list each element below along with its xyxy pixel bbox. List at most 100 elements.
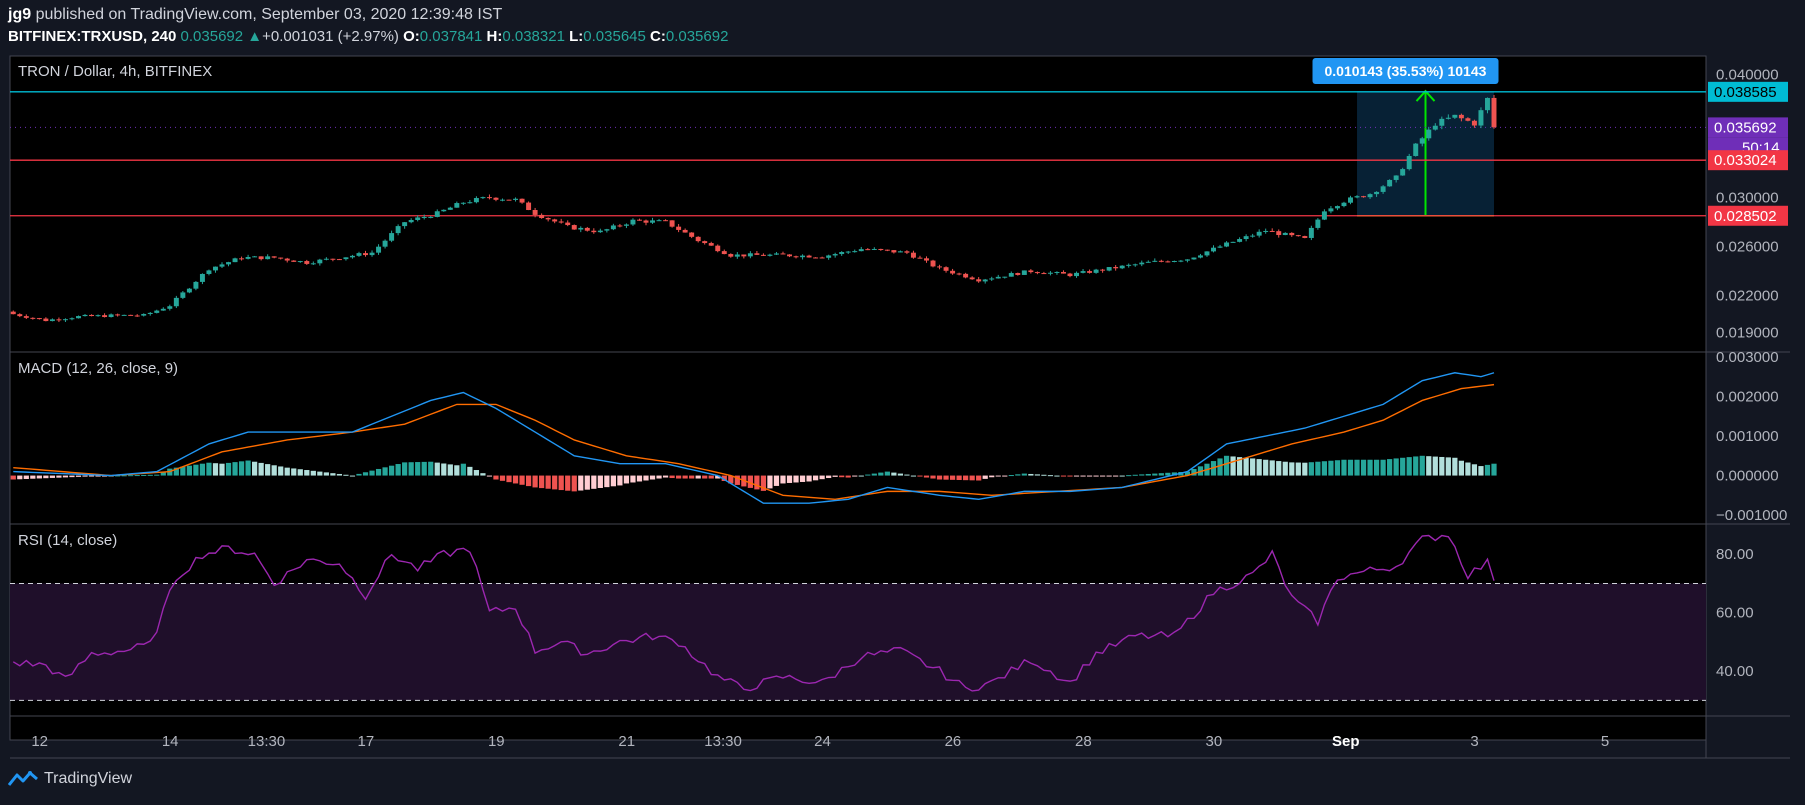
rsi-band (10, 583, 1706, 701)
close-label: C: (650, 28, 666, 45)
symbol-label[interactable]: BITFINEX:TRXUSD, 240 (8, 28, 177, 45)
signal-line (13, 383, 1495, 500)
last-price: 0.035692 (180, 28, 244, 45)
macd-histogram-bar (238, 461, 245, 476)
macd-histogram-bar (1054, 475, 1060, 477)
tradingview-brand[interactable]: TradingView (8, 770, 132, 788)
macd-histogram-bar (473, 470, 480, 476)
macd-histogram-bar (662, 475, 669, 478)
macd-histogram-bar (1354, 459, 1360, 476)
candle (982, 279, 988, 282)
candle (369, 252, 375, 256)
candle (108, 314, 114, 318)
macd-histogram-bar (897, 473, 904, 476)
macd-histogram-bar (323, 472, 329, 476)
macd-histogram-bar (199, 463, 206, 476)
time-axis-tick: 24 (814, 733, 831, 750)
macd-histogram-bar (728, 475, 734, 484)
macd-histogram-bar (1387, 459, 1393, 476)
candle (963, 273, 969, 278)
candle (636, 219, 642, 221)
macd-histogram-bar (649, 475, 656, 480)
macd-histogram-bar (1021, 473, 1027, 476)
price-axis-tick: 0.022000 (1716, 288, 1779, 305)
candle (1074, 272, 1080, 277)
macd-histogram-bar (1484, 464, 1491, 476)
macd-histogram-bar (1256, 459, 1262, 476)
macd-histogram-bar (173, 467, 179, 476)
macd-histogram-bar (493, 475, 499, 480)
candle (186, 288, 192, 293)
symbol-legend: BITFINEX:TRXUSD, 240 0.035692 ▲+0.001031… (8, 28, 728, 45)
candle (682, 229, 688, 233)
macd-histogram-bar (1426, 456, 1432, 476)
candle (1302, 236, 1308, 238)
macd-histogram-bar (1217, 458, 1223, 476)
candle (741, 254, 747, 257)
macd-histogram-bar (1289, 462, 1295, 476)
macd-histogram-bar (382, 467, 388, 476)
price-level-text: 0.033024 (1714, 152, 1777, 169)
macd-histogram-bar (36, 475, 42, 479)
macd-histogram-bar (408, 462, 414, 476)
candle (1204, 251, 1210, 256)
macd-histogram-bar (23, 475, 29, 479)
candle (865, 249, 871, 251)
macd-histogram-bar (1086, 475, 1093, 477)
candle (1341, 202, 1347, 207)
candle (617, 225, 623, 227)
macd-histogram-bar (1047, 475, 1054, 477)
candle (1126, 264, 1132, 266)
macd-histogram-bar (49, 475, 56, 478)
candle (610, 225, 616, 230)
candle (493, 197, 499, 200)
candle (1145, 261, 1151, 263)
candle (715, 245, 721, 252)
macd-histogram-bar (1380, 459, 1386, 476)
macd-histogram-bar (1321, 461, 1328, 476)
candle (1400, 169, 1406, 176)
candle (1321, 211, 1327, 220)
macd-histogram-bar (1282, 461, 1288, 476)
macd-histogram-bar (1458, 460, 1464, 476)
macd-histogram-bar (245, 460, 251, 476)
candle (265, 256, 271, 260)
macd-histogram-bar (1308, 462, 1314, 476)
candle (62, 319, 68, 321)
candle (871, 248, 877, 250)
candle (206, 270, 212, 274)
measure-label-text: 0.010143 (35.53%) 10143 (1325, 63, 1487, 79)
candle (199, 273, 205, 282)
candle (1054, 271, 1060, 273)
macd-histogram-bar (1439, 456, 1445, 476)
macd-histogram-bar (525, 475, 532, 487)
candle (160, 308, 166, 311)
macd-histogram-bar (421, 461, 427, 476)
macd-histogram-bar (734, 475, 740, 485)
macd-axis-tick: 0.000000 (1716, 468, 1779, 485)
macd-histogram-bar (258, 462, 264, 476)
macd-histogram-bar (923, 475, 930, 478)
candle (1308, 227, 1314, 238)
macd-histogram-bar (1139, 474, 1145, 476)
candle (180, 292, 186, 298)
macd-histogram-bar (989, 475, 995, 478)
candle (1289, 232, 1295, 236)
candle (69, 318, 75, 320)
candle (395, 226, 401, 234)
macd-histogram-bar (780, 475, 786, 484)
time-axis-tick: 28 (1075, 733, 1092, 750)
candle (897, 251, 903, 253)
price-pane-title: TRON / Dollar, 4h, BITFINEX (18, 63, 212, 80)
publisher-name[interactable]: jg9 (8, 6, 32, 23)
candle (454, 203, 460, 208)
macd-histogram-bar (539, 475, 545, 489)
time-axis-tick: 3 (1470, 733, 1478, 750)
macd-histogram-bar (1223, 455, 1230, 476)
macd-histogram-bar (1400, 457, 1406, 476)
candle (910, 252, 916, 258)
candle (441, 209, 447, 212)
candle (930, 260, 936, 267)
rsi-axis-tick: 60.00 (1716, 605, 1754, 622)
